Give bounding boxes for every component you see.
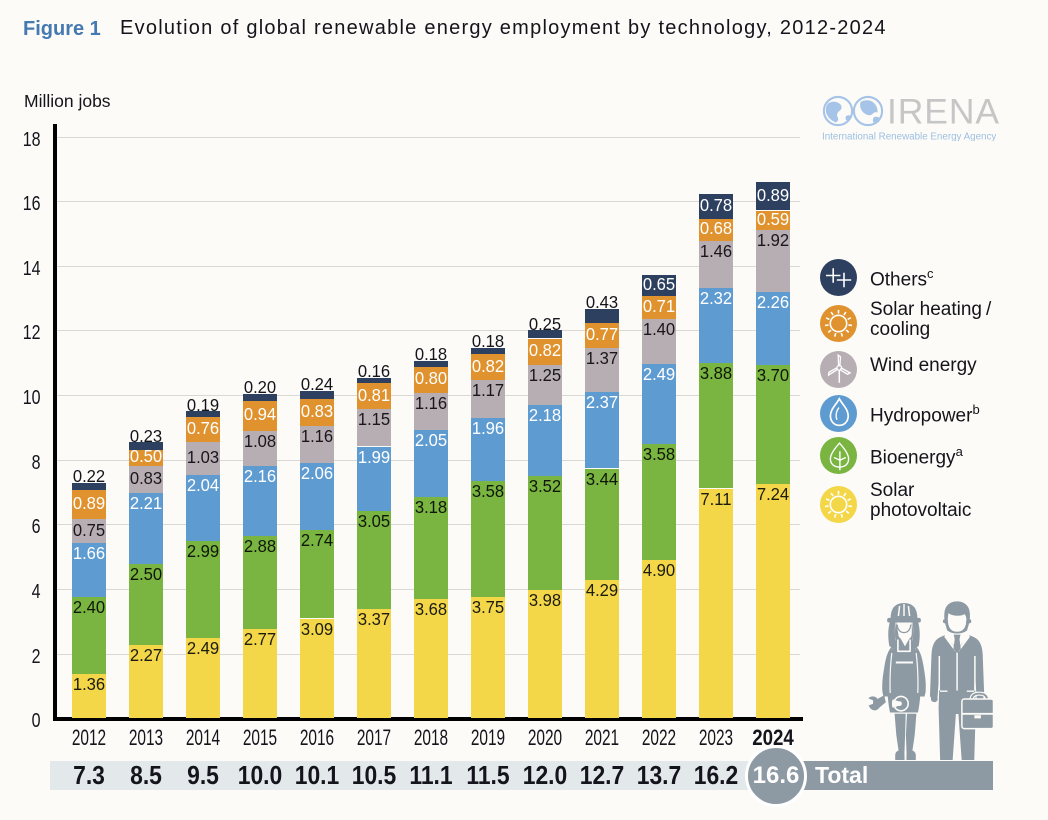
svg-text:IRENA: IRENA	[887, 95, 1000, 132]
svg-text:International Renewable Energy: International Renewable Energy Agency	[822, 132, 996, 142]
